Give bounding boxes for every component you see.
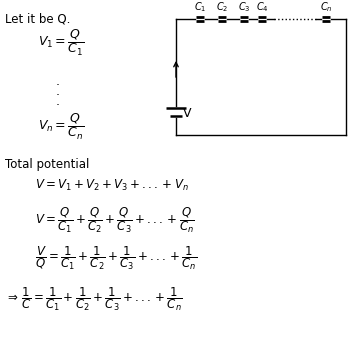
Text: Total potential: Total potential bbox=[5, 158, 90, 171]
Text: $V = V_1 + V_2 + V_3 + ... + V_n$: $V = V_1 + V_2 + V_3 + ... + V_n$ bbox=[35, 178, 189, 193]
Text: $C_1$: $C_1$ bbox=[194, 0, 206, 14]
Text: .: . bbox=[56, 85, 60, 98]
Text: $V = \dfrac{Q}{C_1} + \dfrac{Q}{C_2} + \dfrac{Q}{C_3} + ...+ \dfrac{Q}{C_n}$: $V = \dfrac{Q}{C_1} + \dfrac{Q}{C_2} + \… bbox=[35, 205, 195, 235]
Text: $C_4$: $C_4$ bbox=[256, 0, 269, 14]
Text: $C_n$: $C_n$ bbox=[320, 0, 332, 14]
Text: $V_n = \dfrac{Q}{C_n}$: $V_n = \dfrac{Q}{C_n}$ bbox=[38, 112, 84, 142]
Text: $\dfrac{V}{Q} = \dfrac{1}{C_1} + \dfrac{1}{C_2} + \dfrac{1}{C_3} + ...+ \dfrac{1: $\dfrac{V}{Q} = \dfrac{1}{C_1} + \dfrac{… bbox=[35, 244, 198, 272]
Text: .: . bbox=[56, 95, 60, 108]
Text: $C_2$: $C_2$ bbox=[216, 0, 228, 14]
Text: $C_3$: $C_3$ bbox=[238, 0, 250, 14]
Text: $V_1 = \dfrac{Q}{C_1}$: $V_1 = \dfrac{Q}{C_1}$ bbox=[38, 28, 85, 58]
Text: $\Rightarrow\, \dfrac{1}{C} = \dfrac{1}{C_1} + \dfrac{1}{C_2} + \dfrac{1}{C_3} +: $\Rightarrow\, \dfrac{1}{C} = \dfrac{1}{… bbox=[5, 285, 183, 313]
Text: Let it be Q.: Let it be Q. bbox=[5, 12, 70, 25]
Text: V: V bbox=[183, 107, 192, 120]
Text: .: . bbox=[56, 75, 60, 88]
